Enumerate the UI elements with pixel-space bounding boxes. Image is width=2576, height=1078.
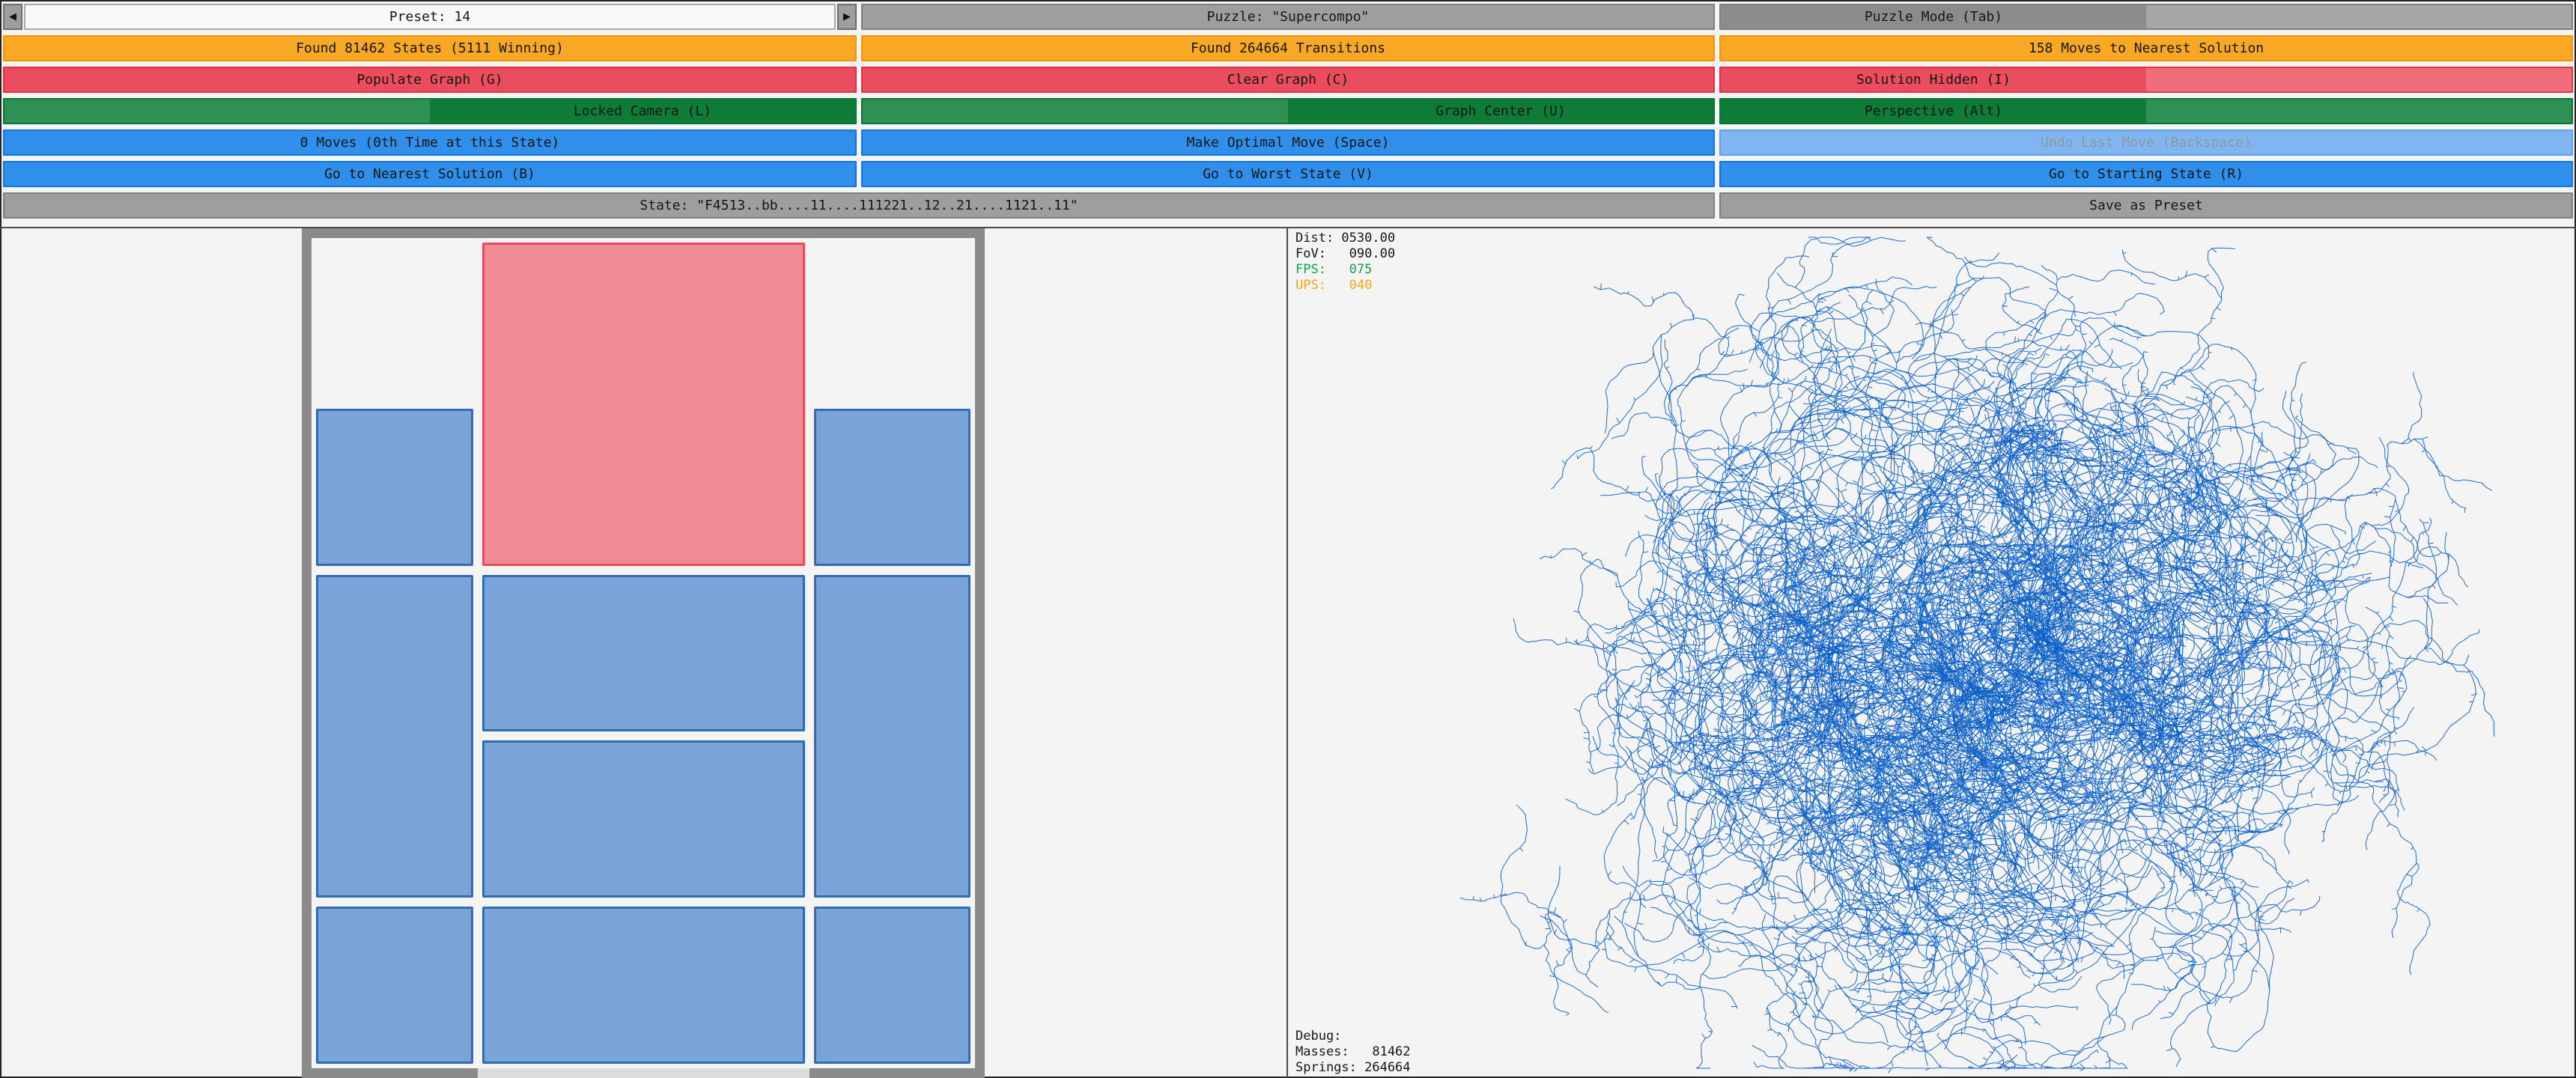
- puzzle-piece-blue[interactable]: [482, 740, 805, 898]
- preset-value-field[interactable]: Preset: 14: [24, 4, 836, 30]
- locked-camera-toggle[interactable]: Locked Camera (L): [3, 98, 857, 124]
- undo-last-move-button[interactable]: Undo Last Move (Backspace): [1719, 130, 2573, 156]
- populate-graph-button[interactable]: Populate Graph (G): [3, 67, 857, 93]
- moves-to-nearest-status: 158 Moves to Nearest Solution: [1719, 35, 2573, 61]
- solution-hidden-toggle[interactable]: Solution Hidden (I): [1719, 67, 2573, 93]
- preset-stepper[interactable]: ◀ Preset: 14 ▶: [3, 4, 857, 30]
- solution-hidden-label: Solution Hidden (I): [1856, 71, 2011, 88]
- preset-prev-button[interactable]: ◀: [3, 4, 22, 30]
- hud-stats: Dist: 0530.00 FoV: 090.00 FPS: 075 UPS: 040: [1295, 231, 1396, 293]
- graph-panel: Dist: 0530.00 FoV: 090.00 FPS: 075 UPS: 040…: [1288, 228, 2576, 1078]
- puzzle-board: [302, 228, 985, 1078]
- state-string-status: State: "F4513..bb....11....111221..12..2…: [3, 192, 1715, 219]
- locked-camera-label: Locked Camera (L): [573, 103, 712, 119]
- puzzle-panel: [0, 228, 1287, 1078]
- puzzle-name-label: Puzzle: "Supercompo": [861, 4, 1715, 30]
- make-optimal-move-button[interactable]: Make Optimal Move (Space): [861, 130, 1715, 156]
- puzzle-piece-blue[interactable]: [813, 408, 970, 566]
- perspective-label: Perspective (Alt): [1864, 103, 2003, 119]
- save-as-preset-button[interactable]: Save as Preset: [1719, 192, 2573, 219]
- puzzle-piece-blue[interactable]: [316, 574, 473, 898]
- clear-graph-button[interactable]: Clear Graph (C): [861, 67, 1715, 93]
- puzzle-piece-blue[interactable]: [316, 907, 473, 1064]
- state-graph-view[interactable]: [1288, 228, 2576, 1078]
- toolbar: ◀ Preset: 14 ▶ Puzzle: "Supercompo" Puzz…: [3, 4, 2573, 219]
- go-starting-state-button[interactable]: Go to Starting State (R): [1719, 161, 2573, 187]
- puzzle-piece-blue[interactable]: [813, 907, 970, 1064]
- go-nearest-solution-button[interactable]: Go to Nearest Solution (B): [3, 161, 857, 187]
- puzzle-piece-blue[interactable]: [482, 574, 805, 732]
- toolbar-divider: [0, 227, 2576, 228]
- panel-divider: [1287, 227, 1288, 1078]
- moves-counter-status: 0 Moves (0th Time at this State): [3, 130, 857, 156]
- hud-debug: Debug: Masses: 81462 Springs: 264664: [1295, 1029, 1411, 1075]
- puzzle-mode-label: Puzzle Mode (Tab): [1864, 8, 2003, 25]
- puzzle-mode-toggle[interactable]: Puzzle Mode (Tab): [1719, 4, 2573, 30]
- puzzle-piece-blue[interactable]: [813, 574, 970, 898]
- board-exit-slot: [477, 1068, 809, 1078]
- puzzle-piece-red[interactable]: [482, 243, 805, 566]
- preset-next-button[interactable]: ▶: [837, 4, 857, 30]
- puzzle-piece-blue[interactable]: [482, 907, 805, 1064]
- puzzle-piece-blue[interactable]: [316, 408, 473, 566]
- found-states-status: Found 81462 States (5111 Winning): [3, 35, 857, 61]
- graph-center-label: Graph Center (U): [1436, 103, 1566, 119]
- found-transitions-status: Found 264664 Transitions: [861, 35, 1715, 61]
- graph-center-button[interactable]: Graph Center (U): [861, 98, 1715, 124]
- perspective-toggle[interactable]: Perspective (Alt): [1719, 98, 2573, 124]
- go-worst-state-button[interactable]: Go to Worst State (V): [861, 161, 1715, 187]
